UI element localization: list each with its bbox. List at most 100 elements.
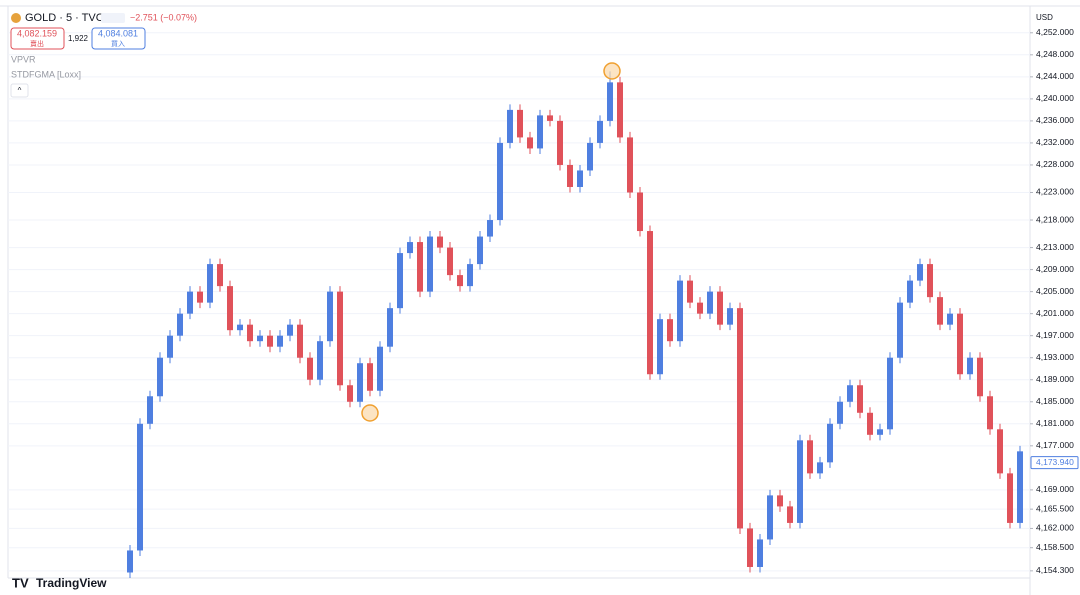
candle-body [507,109,513,143]
candle-body [547,115,553,121]
candle-body [177,313,183,336]
sell-price[interactable]: 4,082.159 [17,28,57,38]
change: −2.751 (−0.07%) [130,12,197,22]
y-tick-label: 4,181.000 [1036,418,1074,428]
candle-body [377,346,383,391]
candle-body [137,423,143,551]
candle-body [667,319,673,342]
candle-body [747,528,753,567]
indicator[interactable]: STDFGMA [Loxx] [11,69,81,79]
spread: 1,922 [68,34,89,43]
candle-body [187,291,193,314]
candle-body [587,142,593,171]
candle-body [767,495,773,540]
candle-body [287,324,293,336]
chip[interactable] [101,13,125,23]
y-tick-label: 4,248.000 [1036,49,1074,59]
candle-body [327,291,333,342]
candle-body [237,324,243,331]
candle-body [387,308,393,347]
candle-body [207,264,213,303]
sell-button[interactable] [10,27,65,50]
candle-body [347,385,353,402]
candle-body [217,264,223,287]
y-tick-label: 4,209.000 [1036,264,1074,274]
candle-body [167,335,173,358]
candle-body [657,319,663,375]
brand-logo: TV [12,575,29,590]
y-tick-label: 4,240.000 [1036,93,1074,103]
candle-body [887,357,893,430]
buy-label[interactable]: 買入 [111,40,125,48]
candle-body [597,120,603,143]
candles [127,71,1023,578]
candle-body [997,429,1003,474]
candle-body [417,242,423,292]
candle-body [257,335,263,342]
sell-label[interactable]: 賣出 [30,39,44,48]
candle-body [467,264,473,287]
candle-body [127,550,133,573]
y-tick-label: 4,193.000 [1036,352,1074,362]
candle-body [797,440,803,523]
buy-price[interactable]: 4,084.081 [98,28,138,38]
candle-body [847,385,853,402]
candle-body [757,539,763,567]
candle-body [687,280,693,303]
candle-body [227,286,233,331]
candle-body [967,357,973,375]
y-tick-label: 4,213.000 [1036,242,1074,252]
candle-body [907,280,913,303]
y-tick-label: 4,236.000 [1036,115,1074,125]
high-marker [603,62,621,80]
y-tick-label: 4,205.000 [1036,286,1074,296]
candle-body [567,164,573,187]
candle-body [477,236,483,265]
currency[interactable]: USD [1036,13,1053,22]
y-tick-label: 4,165.500 [1036,503,1074,513]
grid [8,32,1030,572]
candle-body [877,429,883,435]
indicator[interactable]: VPVR [11,54,36,64]
candle-body [897,302,903,358]
candle-body [247,324,253,342]
buy-button[interactable] [91,27,146,50]
candle-body [517,109,523,138]
last-price-label: 4,173.940 [1036,457,1074,467]
candle-body [1017,451,1023,523]
candle-body [307,357,313,380]
candle-body [817,462,823,474]
candle-body [607,82,613,121]
candle-body [827,423,833,463]
candle-body [727,308,733,325]
candle-body [397,253,403,309]
candle-body [697,302,703,314]
candle-body [927,264,933,298]
y-tick-label: 4,158.500 [1036,542,1074,552]
low-marker [361,404,379,422]
candle-body [917,264,923,281]
candle-body [277,335,283,347]
y-tick-label: 4,162.000 [1036,523,1074,533]
y-tick-label: 4,244.000 [1036,71,1074,81]
candle-body [487,220,493,237]
y-tick-label: 4,154.300 [1036,565,1074,575]
collapse-button[interactable] [10,83,29,98]
candle-body [937,297,943,325]
candle-body [577,170,583,187]
candle-body [497,142,503,221]
collapse-icon[interactable]: ^ [18,86,22,95]
candle-body [837,401,843,424]
candle-body [367,363,373,391]
candle-body [807,440,813,474]
candle-body [857,385,863,413]
candle-body [147,396,153,424]
candle-body [787,506,793,523]
candle-body [267,335,273,347]
y-tick-label: 4,197.000 [1036,330,1074,340]
y-tick-label: 4,177.000 [1036,440,1074,450]
symbol[interactable]: GOLD · 5 · TVC [25,12,104,24]
candle-body [457,275,463,287]
y-tick-label: 4,169.000 [1036,484,1074,494]
candle-body [717,291,723,325]
